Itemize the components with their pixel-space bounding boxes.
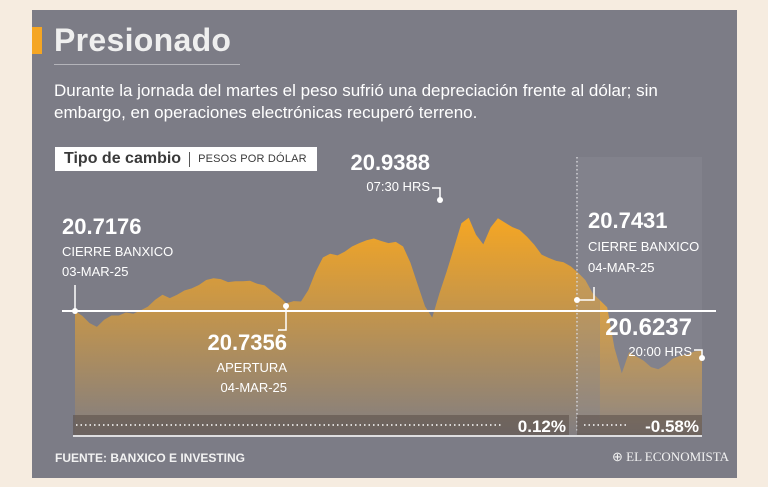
chart-title: Tipo de cambio	[64, 150, 182, 167]
annotation-close-label2: 04-MAR-25	[588, 260, 654, 275]
annotation-start-label2: 03-MAR-25	[62, 264, 128, 279]
annotation-close-label1: CIERRE BANXICO	[588, 239, 699, 254]
annotation-open-label1: APERTURA	[216, 360, 287, 375]
area-series-electronic	[599, 300, 702, 435]
marker-peak	[437, 197, 443, 203]
chart-unit: PESOS POR DÓLAR	[198, 153, 307, 165]
tag-divider	[189, 151, 191, 167]
change-label-day: 0.12%	[518, 417, 566, 436]
brand-logo: ⊕ EL ECONOMISTA	[612, 449, 729, 464]
leader-end	[694, 349, 703, 357]
subtitle: Durante la jornada del martes el peso su…	[54, 81, 658, 122]
brand-name: EL ECONOMISTA	[626, 449, 729, 464]
title-accent-bar	[32, 27, 42, 54]
change-bar-day	[73, 415, 569, 435]
page-title: Presionado	[54, 22, 232, 58]
annotation-close-value: 20.7431	[588, 208, 668, 233]
annotation-peak-label1: 07:30 HRS	[366, 179, 430, 194]
chart-tag: Tipo de cambio PESOS POR DÓLAR	[55, 147, 317, 171]
marker-end	[699, 355, 705, 361]
title-divider	[54, 64, 240, 65]
annotation-open-value: 20.7356	[207, 330, 287, 355]
change-label-electronic: -0.58%	[645, 417, 699, 436]
annotation-start-value: 20.7176	[62, 214, 142, 239]
leader-close	[578, 287, 595, 301]
marker-start	[72, 308, 78, 314]
leader-peak	[432, 187, 441, 199]
annotation-end-value: 20.6237	[605, 314, 692, 341]
change-bar-electronic	[577, 415, 702, 435]
annotation-start-label1: CIERRE BANXICO	[62, 244, 173, 259]
annotation-end-label1: 20:00 HRS	[628, 344, 692, 359]
marker-close	[574, 297, 580, 303]
annotation-peak-value: 20.9388	[350, 150, 430, 175]
marker-open	[283, 303, 289, 309]
electronic-session-shade	[576, 157, 702, 433]
source-note: FUENTE: BANXICO E INVESTING	[55, 451, 246, 465]
annotation-open-label2: 04-MAR-25	[221, 380, 287, 395]
area-series-day	[75, 217, 600, 435]
leader-open	[278, 307, 287, 331]
